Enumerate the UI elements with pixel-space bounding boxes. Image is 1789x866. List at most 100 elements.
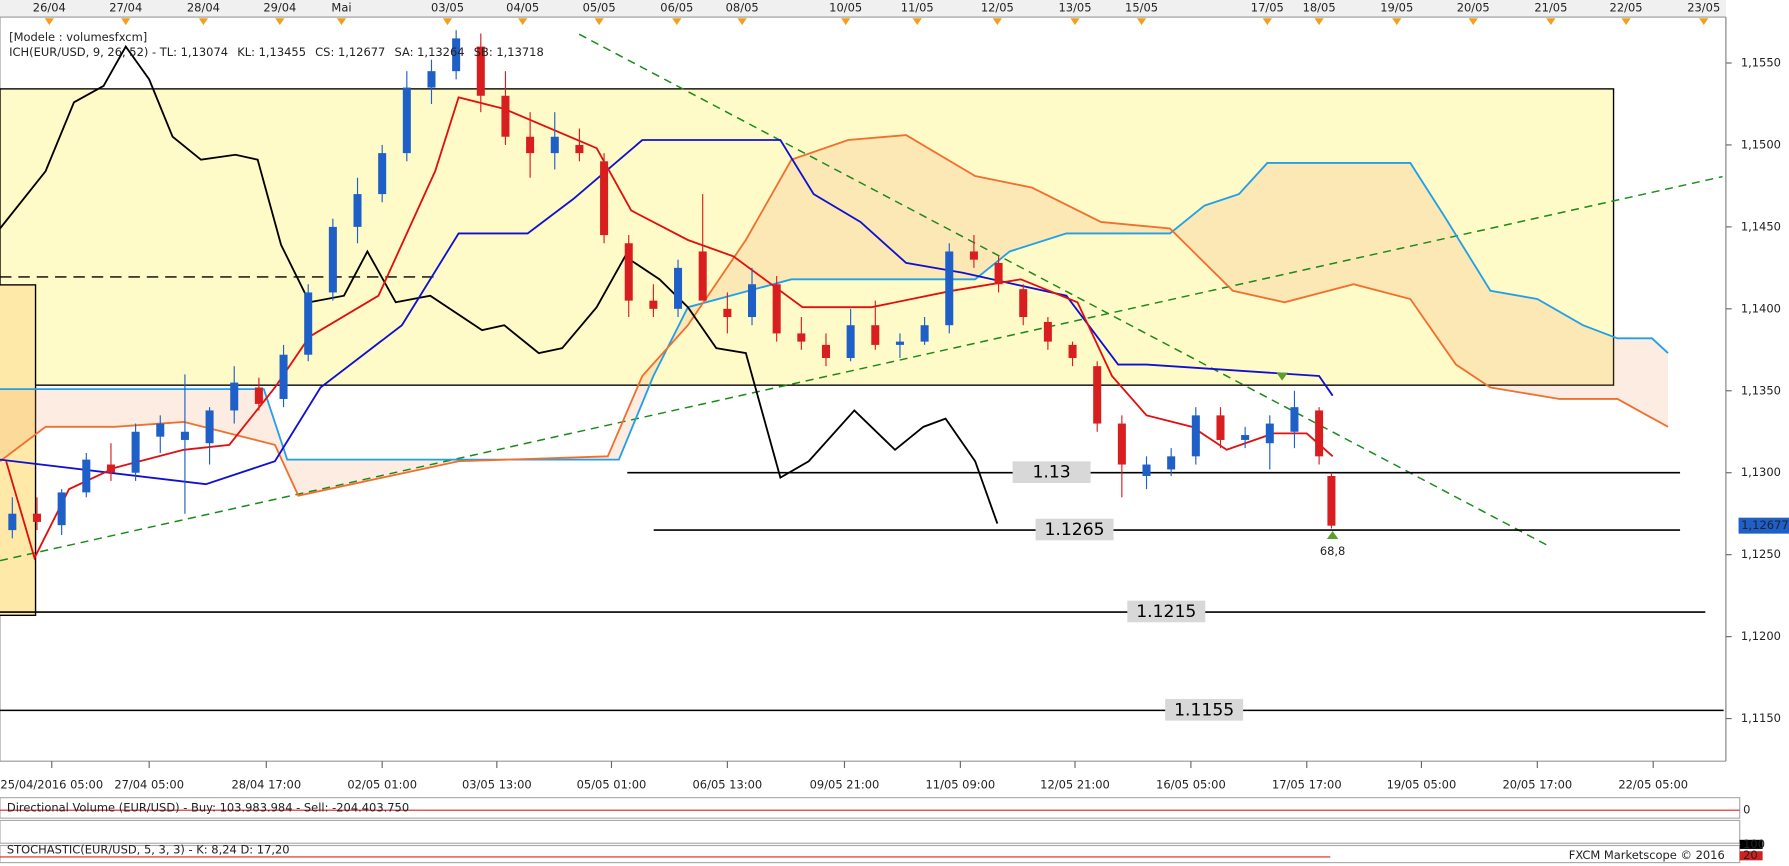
y-tick-label: 1,1200 <box>1741 629 1781 643</box>
indicator-lines <box>0 44 1669 561</box>
x-tick-label-top: 18/05 <box>1303 1 1336 15</box>
x-tick-label-top: 21/05 <box>1534 1 1567 15</box>
candle-body <box>452 38 461 72</box>
x-tick-top <box>1546 18 1556 26</box>
candle-body <box>378 153 387 195</box>
x-tick-label-top: 20/05 <box>1457 1 1490 15</box>
legend-entry: ICH(EUR/USD, 9, 26, 52) - TL: 1,13074 <box>9 45 228 59</box>
candle-body <box>1117 423 1126 465</box>
candle-body <box>846 325 855 358</box>
x-tick-label: 12/05 21:00 <box>1040 778 1110 792</box>
candle-body <box>82 459 91 493</box>
candle-body <box>279 354 288 399</box>
x-tick-label: 27/04 05:00 <box>114 778 184 792</box>
x-tick-top <box>737 18 747 26</box>
x-tick-label-top: 12/05 <box>981 1 1014 15</box>
candle-body <box>649 300 658 309</box>
y-tick-label: 1,1500 <box>1741 137 1781 151</box>
candle-body <box>821 344 830 358</box>
annotation: 68,8 <box>1320 544 1346 558</box>
candle-body <box>1216 415 1225 440</box>
legend-entry: CS: 1,12677 <box>315 45 385 59</box>
candle-body <box>1290 407 1299 432</box>
x-tick-top <box>1392 18 1402 26</box>
x-tick-label: 19/05 05:00 <box>1387 778 1457 792</box>
panel-label: STOCHASTIC(EUR/USD, 5, 3, 3) - K: 8,24 D… <box>7 843 290 857</box>
top-axis-bar <box>0 0 1726 18</box>
x-tick-label: 28/04 17:00 <box>231 778 301 792</box>
y-tick-label: 1,1350 <box>1741 383 1781 397</box>
candle-body <box>550 136 559 154</box>
candle-body <box>994 262 1003 285</box>
credit: FXCM Marketscope © 2016 <box>1569 848 1725 862</box>
candle-body <box>1068 344 1077 358</box>
candle-body <box>353 194 362 227</box>
panel-tag <box>1739 851 1763 861</box>
x-tick-label: 17/05 17:00 <box>1272 778 1342 792</box>
level-label: 1.1215 <box>1136 602 1196 622</box>
x-tick-label-top: 26/04 <box>33 1 66 15</box>
panel-tick: 100 <box>1743 837 1765 851</box>
x-tick-top <box>121 18 131 26</box>
legend-entry: SA: 1,13264 <box>395 45 465 59</box>
candle-body <box>1327 476 1336 526</box>
panel-tag <box>1739 839 1763 849</box>
x-tick-label-top: 03/05 <box>431 1 464 15</box>
level-label-bg <box>1012 461 1091 483</box>
panel-frame <box>0 797 1741 819</box>
x-tick-label-top: 15/05 <box>1125 1 1158 15</box>
indicator-line <box>0 162 1669 461</box>
y-axis-area <box>1725 0 1789 775</box>
level-label: 1.1155 <box>1174 700 1234 720</box>
candle-body <box>402 87 411 154</box>
candles <box>8 30 1336 539</box>
candle-body <box>1167 456 1176 470</box>
candle-body <box>1315 410 1324 457</box>
candle-body <box>1043 321 1052 342</box>
indicator-line <box>0 44 999 524</box>
level-label-bg <box>1035 518 1114 541</box>
candle-body <box>1265 423 1274 444</box>
candle-body <box>969 251 978 260</box>
x-tick-top <box>841 18 851 26</box>
candle-body <box>427 71 436 88</box>
x-tick-label-top: 28/04 <box>187 1 220 15</box>
last-price-bg <box>1738 517 1789 534</box>
x-tick-top <box>518 18 528 26</box>
x-tick-label-top: 10/05 <box>829 1 862 15</box>
level-label: 1.13 <box>1032 463 1070 483</box>
indicator-line <box>5 96 1334 561</box>
x-tick-label: 02/05 01:00 <box>347 778 417 792</box>
candle-body <box>895 341 904 345</box>
candle-body <box>797 333 806 342</box>
indicator-line <box>0 139 1334 486</box>
candle-body <box>698 251 707 301</box>
axes: 1,1150 1,1200 1,1250 1,1300 1,1350 1,1400 1,14… <box>0 1 1789 792</box>
indicator-panels: Directional Volume (EUR/USD) - Buy: 103.… <box>0 797 1765 864</box>
x-tick-top <box>44 18 54 26</box>
candle-body <box>501 95 510 137</box>
x-tick-top <box>275 18 285 26</box>
x-tick-label: 03/05 13:00 <box>462 778 532 792</box>
x-tick-label-top: 27/04 <box>109 1 142 15</box>
y-tick-label: 1,1400 <box>1741 301 1781 315</box>
candle-body <box>526 136 535 154</box>
panel-tick: 20 <box>1743 848 1758 862</box>
candle-body <box>945 251 954 326</box>
level-label-bg <box>1165 698 1244 721</box>
x-tick-label-top: 11/05 <box>901 1 934 15</box>
y-tick-label: 1,1450 <box>1741 219 1781 233</box>
x-tick-label-top: 13/05 <box>1058 1 1091 15</box>
x-tick-label-top: 06/05 <box>660 1 693 15</box>
x-tick-top <box>594 18 604 26</box>
indicator-line <box>0 134 1669 497</box>
x-tick-top <box>1314 18 1324 26</box>
x-tick-label-top: 04/05 <box>506 1 539 15</box>
candle-body <box>156 423 165 437</box>
candle-body <box>230 382 239 411</box>
range-box <box>0 88 1615 386</box>
y-tick-label: 1,1300 <box>1741 465 1781 479</box>
cloud <box>0 135 1668 496</box>
